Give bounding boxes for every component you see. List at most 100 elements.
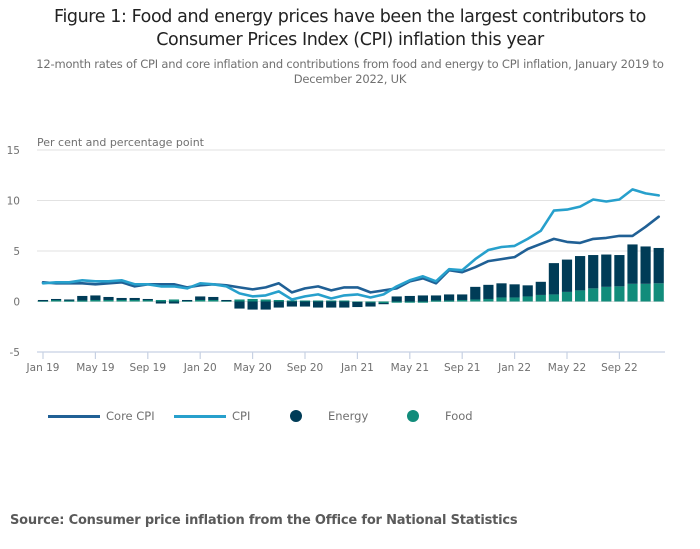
bar-food bbox=[51, 299, 62, 302]
bar-food bbox=[260, 299, 271, 302]
bar-energy bbox=[614, 255, 625, 287]
bar-energy bbox=[457, 294, 468, 300]
bar-food bbox=[142, 299, 153, 302]
bar-food bbox=[470, 299, 481, 302]
chart-subtitle: 12-month rates of CPI and core inflation… bbox=[20, 57, 680, 87]
bar-energy bbox=[260, 301, 271, 310]
bar-energy bbox=[522, 285, 533, 297]
bar-energy bbox=[168, 301, 180, 304]
legend-item-food[interactable]: Food bbox=[407, 405, 473, 427]
bar-energy bbox=[535, 281, 546, 295]
legend-line-core-cpi-icon bbox=[48, 414, 100, 418]
bar-energy bbox=[378, 303, 389, 305]
bar-energy bbox=[352, 302, 363, 308]
legend-dot-food-icon bbox=[407, 410, 419, 422]
bar-energy bbox=[640, 246, 651, 284]
bar-food bbox=[535, 294, 546, 302]
chart-subtitle-line-2: December 2022, UK bbox=[293, 72, 407, 86]
bar-energy bbox=[509, 284, 520, 298]
bar-energy bbox=[234, 301, 245, 309]
bar-food bbox=[561, 291, 573, 302]
bar-food bbox=[286, 300, 297, 302]
bar-food bbox=[588, 288, 599, 302]
bar-food bbox=[90, 299, 101, 302]
bar-food bbox=[457, 299, 468, 302]
bar-energy bbox=[365, 302, 376, 307]
bar-food bbox=[548, 294, 559, 302]
bar-energy bbox=[155, 301, 166, 304]
bar-energy bbox=[601, 254, 612, 287]
chart-title-line-1: Figure 1: Food and energy prices have be… bbox=[54, 7, 646, 27]
legend-line-cpi-icon bbox=[174, 414, 226, 418]
legend-dot-energy-icon bbox=[290, 410, 302, 422]
bar-energy bbox=[470, 286, 481, 300]
bar-food bbox=[103, 299, 114, 302]
legend-item-cpi[interactable]: CPI bbox=[174, 405, 250, 427]
bar-energy bbox=[37, 299, 49, 302]
x-tick-label: May 21 bbox=[391, 362, 429, 374]
bar-energy bbox=[221, 299, 232, 302]
bar-food bbox=[444, 300, 455, 302]
bar-food bbox=[168, 299, 180, 302]
bar-food bbox=[365, 301, 376, 303]
bar-energy bbox=[64, 299, 75, 301]
bar-energy bbox=[116, 297, 127, 300]
source-note: Source: Consumer price inflation from th… bbox=[10, 513, 518, 528]
y-axis-label: Per cent and percentage point bbox=[37, 136, 205, 149]
axes: 15 10 5 0 -5 Jan 19 May 19 Sep 19 Jan 20 May 20 Se… bbox=[7, 145, 665, 374]
legend-label: Core CPI bbox=[106, 409, 155, 423]
bar-energy bbox=[195, 296, 206, 300]
bar-food bbox=[496, 297, 507, 302]
bar-energy bbox=[90, 295, 101, 300]
legend-label: CPI bbox=[232, 409, 251, 423]
bar-energy bbox=[129, 297, 140, 300]
bar-food bbox=[653, 283, 664, 302]
bar-energy bbox=[51, 298, 62, 301]
bar-energy bbox=[588, 255, 599, 289]
bar-energy bbox=[299, 301, 311, 307]
y-tick-label: 5 bbox=[13, 246, 20, 258]
x-tick-label: May 22 bbox=[548, 362, 586, 374]
legend-item-energy[interactable]: Energy bbox=[290, 405, 368, 427]
legend-label: Energy bbox=[328, 409, 369, 423]
bar-food bbox=[64, 300, 75, 302]
bar-food bbox=[522, 296, 533, 302]
bar-food bbox=[601, 286, 612, 302]
bar-food bbox=[339, 300, 350, 302]
bar-food bbox=[391, 301, 402, 303]
bar-food bbox=[299, 300, 311, 302]
bar-food bbox=[417, 301, 428, 303]
bar-food bbox=[116, 299, 127, 302]
bar-energy bbox=[142, 298, 153, 301]
line-cpi bbox=[41, 188, 661, 301]
bar-food bbox=[234, 299, 245, 302]
x-tick-label: May 19 bbox=[76, 362, 114, 374]
bar-energy bbox=[391, 296, 402, 302]
bar-food bbox=[575, 290, 586, 302]
bar-food bbox=[77, 300, 88, 302]
bar-energy bbox=[208, 296, 219, 300]
lines bbox=[41, 188, 661, 301]
bar-food bbox=[326, 300, 337, 302]
x-tick-label: Jan 19 bbox=[26, 362, 60, 374]
chart-area: 15 10 5 0 -5 Jan 19 May 19 Sep 19 Jan 20 May 20 Se… bbox=[7, 136, 665, 374]
x-tick-label: Sep 19 bbox=[130, 362, 167, 374]
gridlines bbox=[37, 149, 665, 302]
bar-energy bbox=[627, 244, 638, 284]
bar-energy bbox=[77, 295, 88, 301]
y-tick-label: 15 bbox=[7, 145, 20, 157]
bar-food bbox=[378, 301, 389, 304]
bar-energy bbox=[103, 296, 114, 300]
bar-energy bbox=[247, 301, 258, 310]
legend-item-core-cpi[interactable]: Core CPI bbox=[48, 405, 155, 427]
x-tick-label: Jan 22 bbox=[497, 362, 531, 374]
bar-energy bbox=[430, 295, 442, 301]
bar-food bbox=[155, 299, 166, 302]
x-tick-label: Sep 22 bbox=[601, 362, 638, 374]
bar-energy bbox=[561, 259, 573, 292]
bar-energy bbox=[483, 284, 494, 299]
bar-food bbox=[195, 299, 206, 302]
x-tick-label: Jan 21 bbox=[340, 362, 374, 374]
bar-food bbox=[404, 301, 415, 303]
bar-food bbox=[129, 299, 140, 302]
